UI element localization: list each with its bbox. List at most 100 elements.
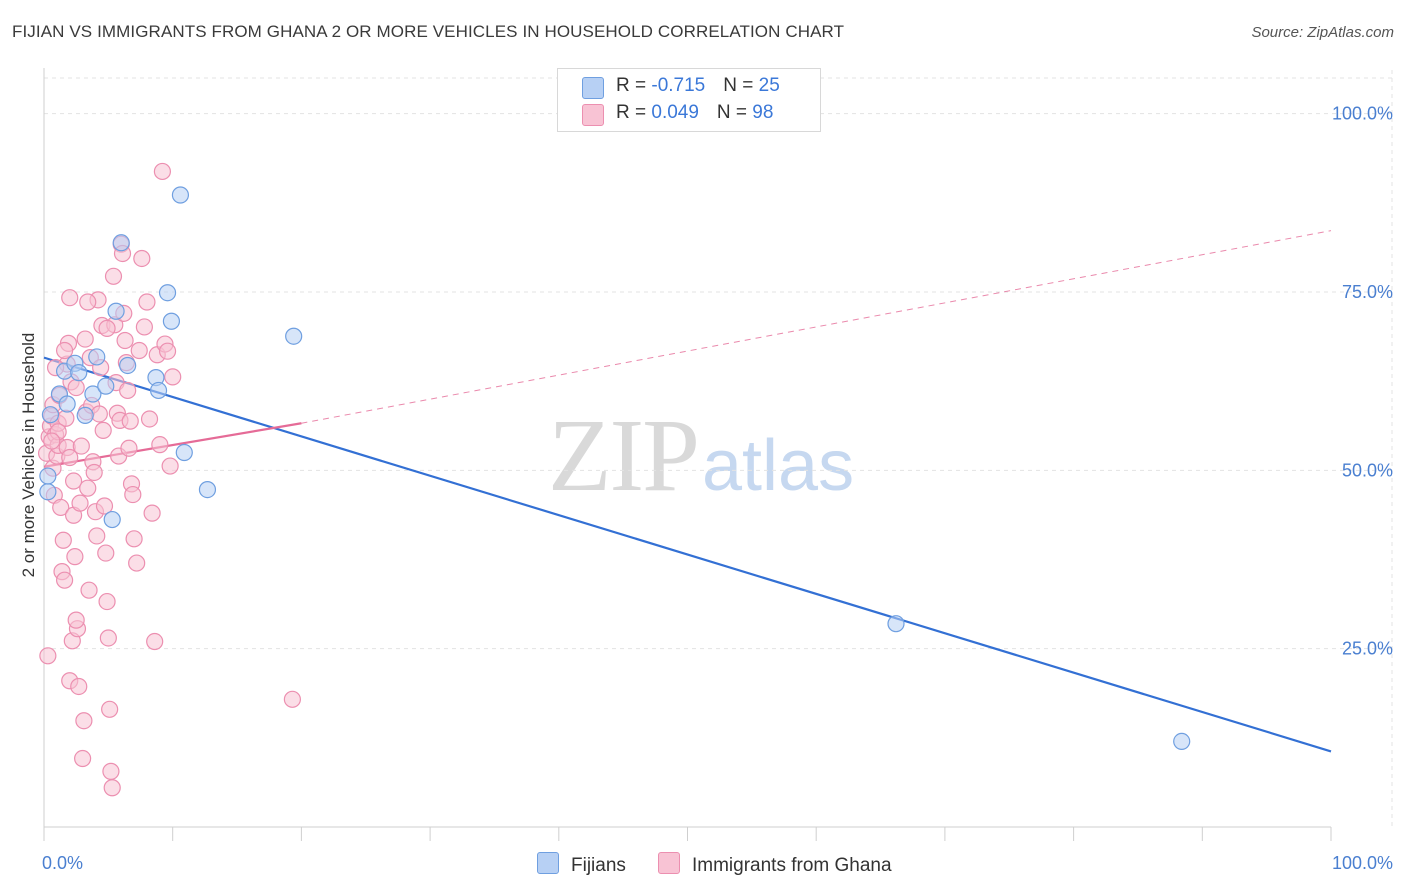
y-tick-label: 50.0% <box>1342 460 1393 480</box>
y-tick-label: 100.0% <box>1332 104 1393 124</box>
fijian-points <box>39 186 1191 751</box>
fijian-point <box>97 377 115 395</box>
fijians-legend-label: Fijians <box>571 855 626 876</box>
ghana-point <box>95 497 114 515</box>
ghana-point <box>79 293 97 311</box>
ghana-point <box>102 762 120 780</box>
ghana-n-label: N = <box>716 102 753 123</box>
fijians-n-value: 25 <box>758 75 780 96</box>
ghana-legend-label: Immigrants from Ghana <box>692 855 892 876</box>
ghana-point <box>79 479 97 497</box>
ghana-point <box>120 439 138 457</box>
ghana-point <box>133 249 151 268</box>
ghana-point <box>104 267 123 285</box>
fijian-point <box>158 284 177 302</box>
fijian-point <box>175 443 193 462</box>
ghana-point <box>128 554 146 572</box>
fijian-point <box>103 510 121 529</box>
chart-title: FIJIAN VS IMMIGRANTS FROM GHANA 2 OR MOR… <box>12 22 845 41</box>
fijians-legend-swatch <box>537 852 559 874</box>
ghana-point <box>80 581 98 599</box>
ghana-point <box>101 700 119 718</box>
ghana-point <box>61 448 79 467</box>
ghana-point <box>151 436 169 454</box>
ghana-point <box>55 571 74 589</box>
fijians-r-value: -0.715 <box>651 75 706 96</box>
fijian-point <box>162 312 181 330</box>
watermark: ZIPatlas <box>548 396 854 515</box>
ghana-point <box>43 432 61 450</box>
axes <box>43 68 1332 841</box>
ghana-point <box>97 544 115 562</box>
grid-lines <box>44 70 1393 827</box>
fijian-point <box>1173 732 1191 751</box>
ghana-point <box>94 421 112 439</box>
y-axis-title: 2 or more Vehicles in Household <box>19 333 38 578</box>
ghana-r-label: R = <box>616 102 652 123</box>
fijian-point <box>70 364 88 382</box>
fijians-swatch <box>582 77 604 99</box>
fijian-point <box>107 302 125 320</box>
ghana-legend-swatch <box>658 852 680 874</box>
ghana-swatch <box>582 104 604 126</box>
trend-lines <box>43 230 1332 753</box>
ghana-point <box>121 412 139 430</box>
fijian-point <box>39 483 57 501</box>
bottom-legend-ghana[interactable]: Immigrants from Ghana <box>658 852 892 877</box>
ghana-point <box>39 647 57 665</box>
ghana-point <box>283 690 301 708</box>
ghana-point <box>70 677 88 696</box>
ghana-point <box>72 437 90 455</box>
fijian-point <box>119 356 137 375</box>
ghana-point <box>161 457 179 475</box>
ghana-trend-extension <box>301 230 1332 424</box>
ghana-point <box>90 405 108 423</box>
stats-legend: R = -0.715 N = 25 R = 0.049 N = 98 <box>557 68 821 132</box>
ghana-point <box>61 289 79 307</box>
ghana-point <box>52 498 70 517</box>
ghana-point <box>130 341 148 360</box>
ghana-point <box>146 632 164 651</box>
x-tick-label-max: 100.0% <box>1332 853 1393 873</box>
bottom-legend-fijians[interactable]: Fijians <box>537 852 626 877</box>
fijian-point <box>76 406 94 425</box>
ghana-points <box>37 162 301 797</box>
fijian-point <box>112 234 130 252</box>
ghana-point <box>140 410 159 428</box>
ghana-point <box>103 779 121 797</box>
ghana-point <box>54 531 72 549</box>
ghana-n-value: 98 <box>752 102 774 123</box>
fijian-point <box>58 395 76 413</box>
fijian-point <box>149 381 168 400</box>
y-tick-label: 25.0% <box>1342 639 1393 659</box>
ghana-point <box>99 629 117 647</box>
fijians-r-label: R = <box>616 75 652 96</box>
ghana-point <box>153 162 172 181</box>
source-label: Source: ZipAtlas.com <box>1251 24 1394 41</box>
fijian-point <box>41 406 60 424</box>
ghana-point <box>143 504 161 522</box>
ghana-point <box>75 712 93 730</box>
ghana-point <box>158 342 177 360</box>
ghana-point <box>71 494 89 512</box>
ghana-point <box>116 331 134 350</box>
fijian-point <box>171 186 190 204</box>
ghana-point <box>119 381 137 400</box>
fijian-point <box>39 467 57 485</box>
ghana-point <box>138 293 156 311</box>
legend-fijians-text: R = -0.715 N = 25 <box>616 75 780 97</box>
ghana-point <box>67 611 85 629</box>
ghana-point <box>85 463 103 482</box>
ghana-point <box>98 592 116 611</box>
fijians-n-label: N = <box>723 75 759 96</box>
x-tick-label-min: 0.0% <box>42 853 83 873</box>
ghana-point <box>55 341 74 360</box>
ghana-point <box>88 527 106 545</box>
fijian-point <box>84 385 102 403</box>
ghana-point <box>74 749 92 768</box>
ghana-point <box>67 378 85 397</box>
ghana-point <box>98 319 116 337</box>
fijians-trend-line <box>43 356 1332 753</box>
y-tick-label: 75.0% <box>1342 282 1393 302</box>
